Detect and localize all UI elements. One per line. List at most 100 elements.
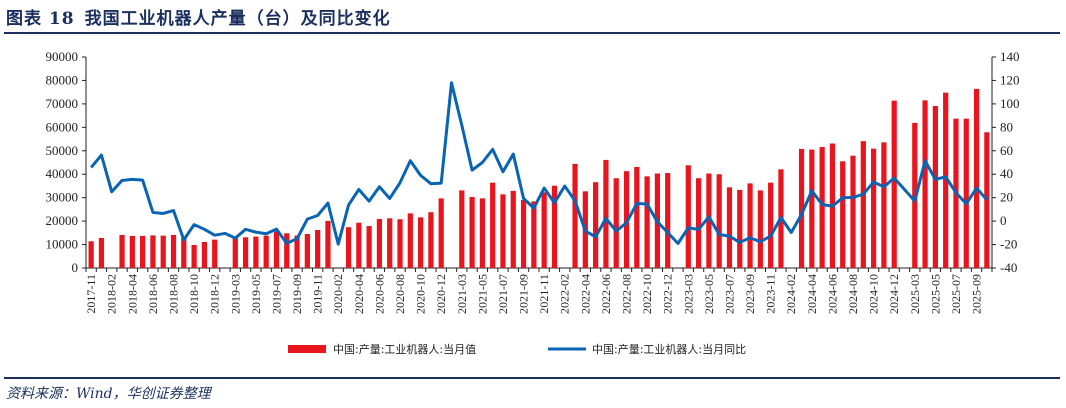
- bar: [150, 235, 156, 268]
- legend: 中国:产量:工业机器人:当月值 中国:产量:工业机器人:当月同比: [288, 342, 746, 356]
- x-tick-label: 2024-10: [867, 274, 881, 314]
- bar: [325, 220, 331, 268]
- bar: [757, 190, 763, 268]
- bar: [871, 148, 877, 268]
- bar: [232, 237, 238, 268]
- bar: [88, 241, 94, 268]
- x-tick-label: 2022-12: [661, 274, 675, 314]
- x-tick-label: 2018-08: [167, 274, 181, 314]
- bar: [263, 235, 269, 268]
- left-tick-label: 50000: [46, 143, 79, 158]
- bar: [737, 189, 743, 268]
- x-tick-label: 2019-05: [249, 274, 263, 314]
- x-tick-label: 2024-12: [887, 274, 901, 314]
- x-tick-label: 2024-04: [805, 274, 819, 314]
- bar: [881, 142, 887, 268]
- bar: [490, 182, 496, 268]
- bar: [253, 236, 259, 268]
- source-rule: [4, 377, 1060, 379]
- bar: [366, 226, 372, 268]
- x-tick-label: 2023-07: [722, 274, 736, 314]
- bar: [315, 230, 321, 268]
- right-tick-label: 80: [1000, 119, 1013, 134]
- bar: [644, 176, 650, 268]
- bar: [747, 183, 753, 268]
- x-tick-label: 2024-06: [825, 274, 839, 314]
- bar: [459, 190, 465, 268]
- x-tick-label: 2022-02: [558, 274, 572, 314]
- x-tick-label: 2020-08: [393, 274, 407, 314]
- bar: [665, 173, 671, 268]
- legend-label-line: 中国:产量:工业机器人:当月同比: [592, 342, 746, 356]
- bar: [98, 237, 105, 268]
- bar: [284, 233, 290, 268]
- bar: [160, 235, 166, 268]
- bar: [520, 200, 527, 268]
- x-tick-label: 2020-12: [434, 274, 448, 314]
- bar: [984, 132, 990, 268]
- left-tick-label: 20000: [46, 213, 79, 228]
- x-tick-label: 2021-07: [496, 274, 510, 314]
- x-tick-label: 2018-02: [105, 274, 119, 314]
- left-tick-label: 70000: [46, 96, 79, 111]
- x-tick-label: 2018-06: [146, 274, 160, 314]
- title-rule: [4, 32, 1060, 34]
- bar: [943, 92, 949, 268]
- x-tick-label: 2020-06: [372, 274, 386, 314]
- right-tick-label: 60: [1000, 143, 1013, 158]
- x-tick-label: 2023-03: [681, 274, 695, 314]
- bar: [541, 192, 547, 268]
- x-tick-label: 2019-07: [269, 274, 283, 314]
- bar: [973, 88, 980, 268]
- chart: 0 10000 20000 30000 40000 50000 60000 70000 8000…: [46, 49, 1020, 356]
- bar: [418, 217, 424, 268]
- bar: [397, 219, 403, 268]
- bar: [531, 201, 537, 268]
- bar: [242, 237, 249, 268]
- bar: [593, 182, 599, 268]
- legend-swatch-bar: [288, 345, 326, 353]
- x-tick-label: 2023-09: [743, 274, 757, 314]
- bar: [407, 213, 413, 268]
- left-tick-label: 30000: [46, 190, 79, 205]
- x-tick-label: 2019-09: [290, 274, 304, 314]
- x-tick-label: 2025-09: [970, 274, 984, 314]
- bar: [726, 187, 733, 268]
- yoy-line: [89, 81, 988, 246]
- bar: [695, 178, 702, 268]
- x-tick-label: 2021-09: [517, 274, 531, 314]
- right-tick-label: 40: [1000, 166, 1013, 181]
- bar: [500, 194, 506, 268]
- bar: [181, 237, 187, 268]
- source-note: 资料来源：Wind，华创证券整理: [6, 386, 211, 402]
- bar: [140, 235, 146, 268]
- bar: [387, 218, 393, 268]
- x-tick-label: 2019-11: [311, 274, 325, 314]
- bar: [891, 100, 897, 269]
- x-tick-label: 2020-02: [331, 274, 345, 314]
- right-tick-label: 20: [1000, 190, 1013, 205]
- bar: [273, 231, 280, 268]
- axes: 0 10000 20000 30000 40000 50000 60000 70000 8000…: [46, 49, 1020, 314]
- bar: [304, 234, 310, 268]
- bar: [932, 105, 938, 268]
- right-tick-label: -20: [1000, 237, 1017, 252]
- left-tick-label: 10000: [46, 237, 79, 252]
- bar: [798, 148, 805, 268]
- bar: [294, 235, 300, 268]
- bar: [860, 141, 866, 268]
- x-tick-label: 2019-03: [228, 274, 242, 314]
- right-tick-label: 120: [1000, 72, 1020, 87]
- right-tick-label: 100: [1000, 96, 1020, 111]
- bar: [428, 212, 434, 268]
- bar: [201, 241, 207, 268]
- bar: [716, 174, 722, 268]
- bar: [438, 198, 444, 268]
- x-tick-label: 2022-10: [640, 274, 654, 314]
- x-tick-label: 2021-03: [455, 274, 469, 314]
- x-tick-label: 2023-11: [764, 274, 778, 314]
- bar: [768, 182, 774, 268]
- bar: [345, 227, 352, 268]
- figure-title: 图表 18 我国工业机器人产量（台）及同比变化: [6, 4, 401, 29]
- x-tick-label: 2018-04: [125, 274, 139, 314]
